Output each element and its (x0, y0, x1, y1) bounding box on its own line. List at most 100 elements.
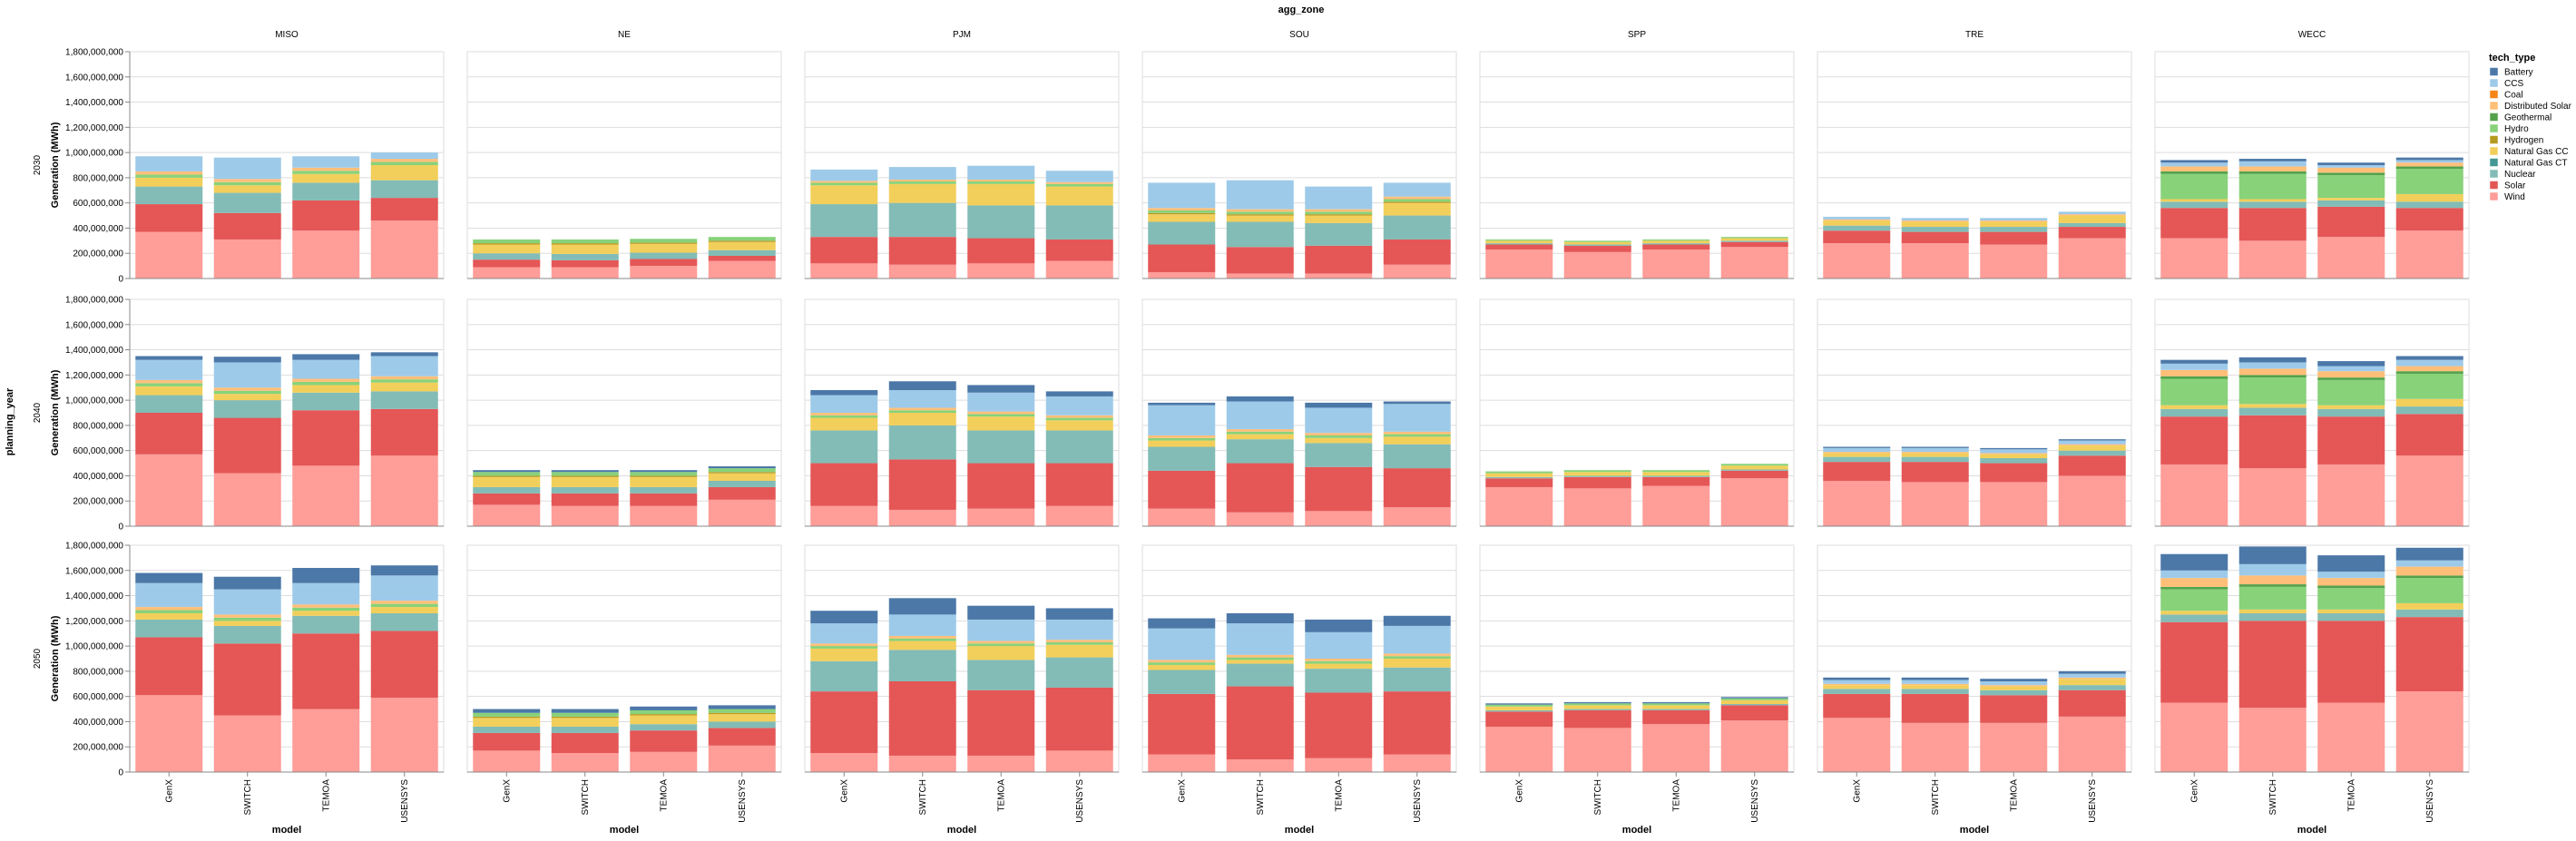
bar-segment-ccs (1305, 631, 1373, 659)
bar-segment-distributed-solar (1045, 181, 1113, 184)
bar-segment-ccs (2058, 211, 2126, 215)
bar-segment-solar (473, 493, 541, 505)
bar-segment-hydro (2160, 173, 2228, 200)
bar-segment-distributed-solar (370, 376, 438, 380)
bar-segment-battery (2395, 547, 2463, 561)
bar-segment-hydro (2395, 373, 2463, 399)
bar-segment-wind (1901, 243, 1969, 279)
legend-swatch-hydro (2489, 123, 2499, 133)
x-tick-label: TEMOA (2009, 779, 2019, 812)
bar-segment-nuclear (2238, 613, 2307, 621)
bar-segment-distributed-solar (967, 641, 1035, 644)
facet-panel-wecc-2040 (2154, 298, 2470, 527)
bar-segment-ccs (135, 359, 203, 380)
x-tick-label: TEMOA (659, 779, 669, 812)
legend-label: Wind (2504, 192, 2525, 202)
bar-segment-solar (1642, 476, 1710, 486)
legend-swatch-distributed-solar (2489, 101, 2499, 111)
bar-segment-ccs (1901, 447, 1969, 453)
bar-segment-distributed-solar (292, 378, 360, 382)
bar-segment-battery (370, 565, 438, 576)
bar-segment-wind (1563, 251, 1631, 279)
bar-segment-wind (1383, 264, 1451, 279)
bar-segment-battery (1980, 447, 2048, 450)
bar-segment-ccs (213, 589, 281, 615)
bar-segment-wind (630, 505, 698, 526)
bar-segment-hydro (1485, 471, 1553, 474)
bar-segment-hydro (708, 237, 776, 241)
bar-segment-hydro (473, 239, 541, 244)
bar-segment-natural-gas-cc (2238, 609, 2307, 613)
bar-segment-nuclear (810, 660, 878, 692)
bar-segment-hydro (213, 617, 281, 621)
bar-segment-natural-gas-cc (2160, 199, 2228, 202)
bar-segment-solar (1823, 693, 1891, 719)
bar-segment-distributed-solar (810, 181, 878, 183)
bar-segment-wind (810, 753, 878, 772)
bar-segment-nuclear (2238, 201, 2307, 209)
bar-segment-geothermal (2160, 171, 2228, 174)
bar-segment-wind (1901, 482, 1969, 526)
bar-segment-solar (1823, 462, 1891, 481)
bar-segment-nuclear (1383, 215, 1451, 240)
facet-row-label-2030: 2030 (33, 154, 43, 175)
bar-segment-nuclear (2317, 613, 2385, 621)
bar-segment-natural-gas-cc (1642, 705, 1710, 709)
bar-segment-nuclear (2395, 406, 2463, 415)
y-tick-label: 600,000,000 (73, 199, 123, 209)
y-tick-label: 1,000,000,000 (65, 642, 123, 652)
bar-segment-distributed-solar (2160, 578, 2228, 587)
bar-segment-ccs (967, 165, 1035, 180)
bar-segment-ccs (1980, 218, 2048, 221)
bar-segment-natural-gas-cc (708, 473, 776, 481)
bar-segment-hydro (810, 646, 878, 649)
bar-segment-natural-gas-cc (1226, 434, 1294, 440)
bar-segment-natural-gas-cc (473, 244, 541, 254)
bar-segment-ccs (1226, 623, 1294, 655)
bar-segment-battery (370, 352, 438, 357)
bar-segment-solar (1148, 244, 1216, 273)
bar-segment-distributed-solar (1383, 431, 1451, 435)
bar-segment-solar (2058, 227, 2126, 239)
bar-segment-solar (2058, 455, 2126, 476)
bar-segment-distributed-solar (2317, 167, 2385, 173)
bar-segment-wind (1485, 486, 1553, 526)
bar-segment-hydro (630, 472, 698, 476)
bar-segment-ccs (1823, 216, 1891, 220)
x-tick-label: USENSYS (1075, 779, 1085, 823)
x-tick-label: USENSYS (400, 779, 410, 823)
bar-segment-wind (213, 239, 281, 279)
bar-segment-distributed-solar (1305, 209, 1373, 212)
bar-segment-ccs (2395, 560, 2463, 567)
bar-segment-natural-gas-cc (2395, 193, 2463, 202)
bar-segment-natural-gas-cc (2058, 215, 2126, 223)
bar-segment-natural-gas-cc (888, 183, 956, 203)
bar-segment-ccs (1383, 625, 1451, 654)
bar-segment-ccs (2238, 161, 2307, 167)
bar-segment-battery (1485, 703, 1553, 705)
legend-swatch-natural-gas-ct (2489, 158, 2499, 167)
bar-segment-natural-gas-cc (2058, 679, 2126, 686)
bar-segment-natural-gas-cc (810, 185, 878, 205)
bar-segment-battery (551, 709, 619, 713)
bar-segment-solar (370, 631, 438, 699)
bar-segment-natural-gas-cc (1901, 685, 1969, 689)
bar-segment-hydro (292, 381, 360, 386)
bar-segment-wind (1226, 759, 1294, 772)
bar-segment-solar (630, 259, 698, 267)
x-tick-label: USENSYS (2088, 779, 2098, 823)
bar-segment-wind (810, 505, 878, 526)
bar-segment-ccs (888, 167, 956, 180)
x-axis-title: model (272, 825, 301, 836)
bar-segment-hydro (1226, 657, 1294, 660)
bar-segment-hydro (213, 181, 281, 186)
bar-segment-hydro (292, 607, 360, 611)
bar-segment-distributed-solar (1226, 654, 1294, 658)
bar-segment-nuclear (370, 613, 438, 631)
bar-segment-hydro (630, 709, 698, 715)
bar-segment-solar (2395, 414, 2463, 456)
x-tick-label: SWITCH (243, 779, 253, 815)
bar-segment-natural-gas-cc (551, 476, 619, 487)
x-tick-label: USENSYS (1413, 779, 1423, 823)
bar-segment-hydrogen (1305, 214, 1373, 216)
